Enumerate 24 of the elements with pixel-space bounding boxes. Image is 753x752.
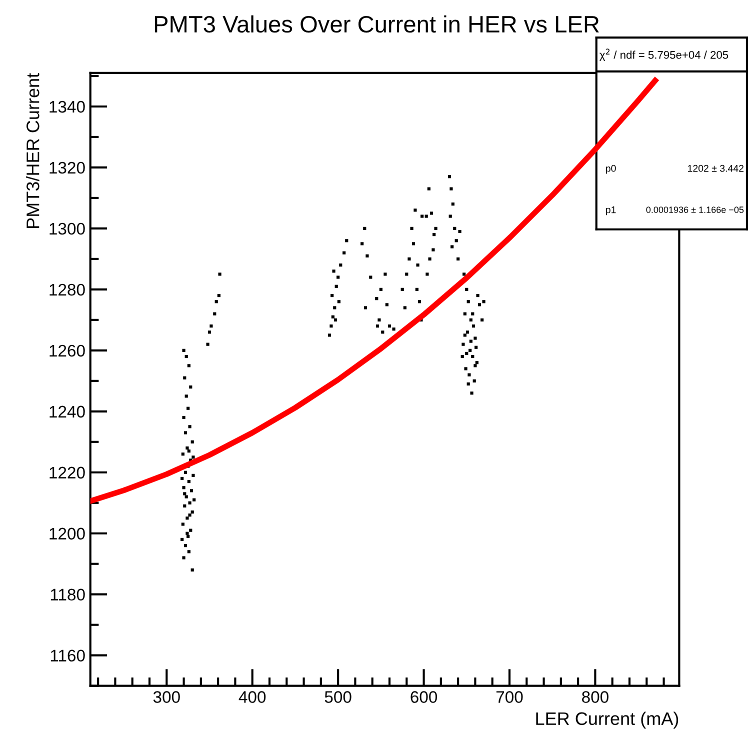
y-tick-label: 1280 (50, 284, 85, 296)
annotation: p0 (606, 164, 616, 174)
y-tick-label: 1200 (50, 528, 85, 540)
x-tick-label: 600 (410, 691, 438, 703)
y-tick-label: 1240 (50, 406, 85, 418)
y-tick-label: 1220 (50, 466, 85, 479)
x-tick-label: 500 (324, 691, 352, 703)
y-tick-label: 1180 (50, 588, 85, 601)
x-tick-label: 700 (496, 691, 523, 703)
y-axis-title: PMT3/HER Current (26, 73, 40, 228)
chart-title: PMT3 Values Over Current in HER vs LER (154, 15, 599, 33)
y-tick-label: 1160 (50, 650, 85, 662)
x-tick-label: 400 (238, 691, 266, 703)
y-tick-label: 1340 (50, 100, 85, 113)
y-tick-label: 1320 (50, 162, 85, 174)
x-tick-label: 800 (582, 691, 608, 703)
text: 1202 ± 3.442 (688, 164, 744, 172)
x-tick-label: 300 (153, 691, 180, 703)
text: χ$^{2}$ / ndf = 5.795e+04 / 205 (600, 48, 728, 61)
y-tick-label: 1260 (50, 344, 85, 357)
annotation: 0.0001936 ± 1.166e −05 (646, 206, 744, 213)
annotation: p1 (606, 206, 616, 216)
x-axis-title: LER Current (mA) (536, 712, 678, 729)
y-tick-label: 1300 (50, 222, 85, 235)
